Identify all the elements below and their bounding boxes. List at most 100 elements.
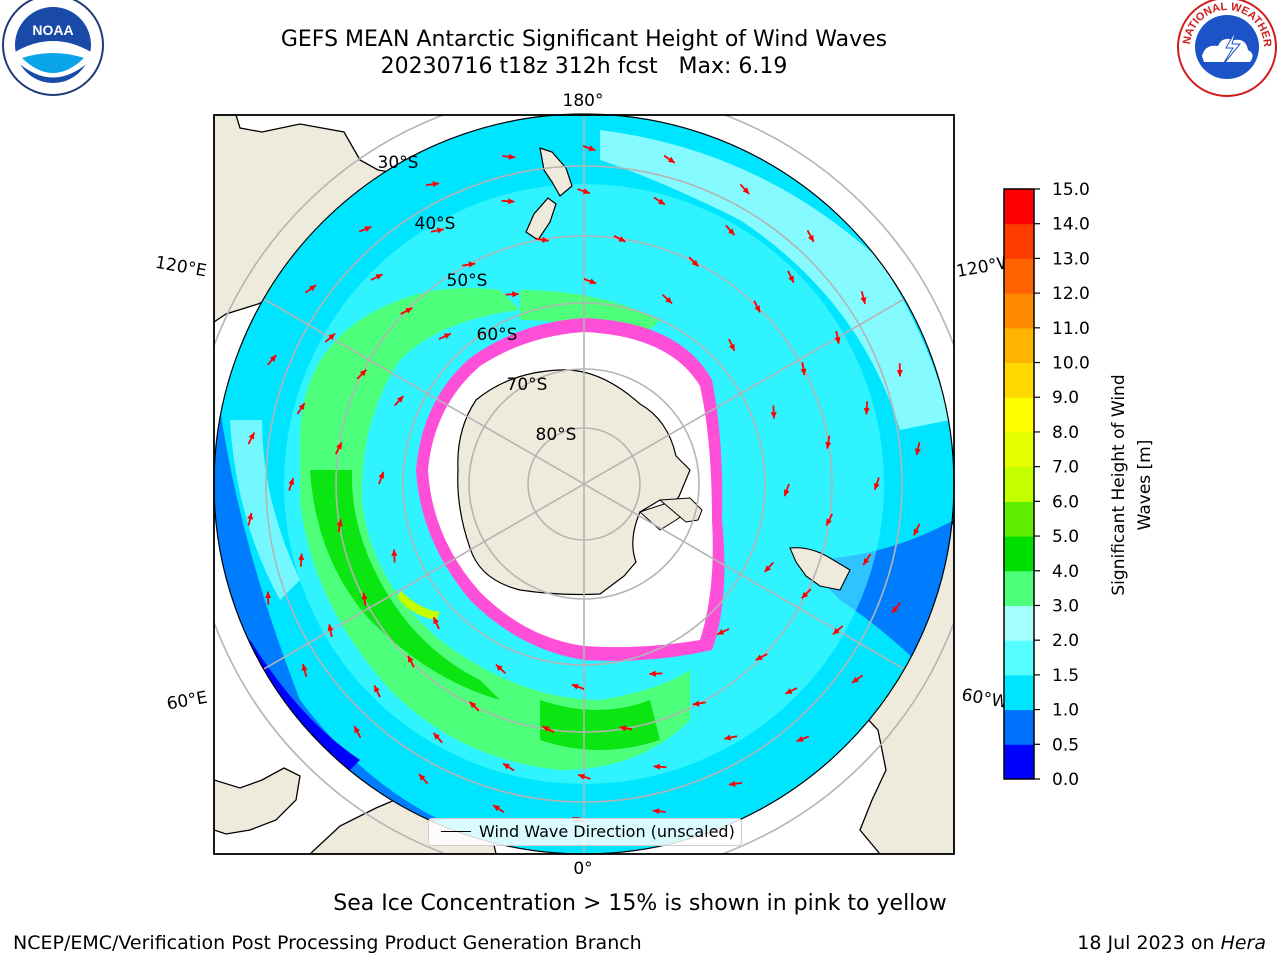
wind-arrow-head (328, 333, 336, 340)
wind-arrow-head (618, 236, 626, 242)
wind-arrow-head (801, 591, 809, 599)
wind-arrow-head (378, 471, 385, 479)
wind-arrow-head (826, 518, 832, 526)
lat-label-60s: 60°S (477, 325, 518, 345)
footer-date: 18 Jul 2023 on (1077, 932, 1221, 954)
wind-arrow-head (443, 333, 451, 339)
wind-arrow-head (665, 296, 673, 304)
colorbar-swatch (1004, 189, 1034, 225)
lat-label-50s: 50°S (447, 271, 488, 291)
africa-land (214, 767, 301, 835)
wind-arrow-head (512, 291, 519, 298)
wind-arrow-head (288, 478, 295, 486)
colorbar-tick-label: 13.0 (1052, 249, 1090, 269)
wind-arrow-head (361, 592, 368, 600)
wind-arrow-head (692, 700, 700, 707)
wind-arrow-head (588, 145, 596, 152)
wind-arrow-head (825, 441, 832, 449)
colorbar-swatch (1004, 744, 1034, 780)
chart-title-line2: 20230716 t18z 312h fcst Max: 6.19 (380, 54, 788, 79)
colorbar-tick-label: 9.0 (1052, 388, 1079, 408)
lat-label-70s: 70°S (507, 375, 548, 395)
colorbar-swatch (1004, 536, 1034, 572)
wind-arrow-head (667, 156, 675, 163)
wind-arrow-head (309, 285, 316, 292)
lat-label-40s: 40°S (415, 214, 456, 234)
colorbar-tick-label: 2.0 (1052, 631, 1079, 651)
colorbar-title-line1: Significant Height of Wind (1109, 374, 1129, 595)
wind-arrow-head (508, 153, 516, 160)
wind-arrow-head (724, 734, 732, 741)
wind-arrow-head (298, 553, 305, 561)
colorbar-tick-label: 0.5 (1052, 735, 1079, 755)
wind-arrow-head (863, 557, 870, 565)
colorbar-tick-label: 11.0 (1052, 319, 1090, 339)
wind-arrow-head (913, 528, 920, 536)
wind-arrow-head (269, 355, 277, 362)
wind-arrow-head (327, 624, 334, 632)
map-legend: Wind Wave Direction (unscaled) (428, 818, 742, 846)
wind-arrow-head (354, 726, 360, 734)
colorbar-tick-label: 1.5 (1052, 666, 1079, 686)
wind-arrow-head (914, 448, 921, 456)
colorbar-swatch (1004, 674, 1034, 711)
wind-arrow-head (619, 725, 627, 732)
wind-arrow-head (808, 234, 814, 242)
wind-arrow-head (691, 259, 699, 267)
wind-arrow-head (796, 736, 804, 742)
wind-arrow-head (783, 489, 790, 497)
wind-arrow-head (436, 227, 444, 234)
colorbar-swatch (1004, 431, 1034, 468)
wind-arrow-head (800, 368, 807, 376)
colorbar-tick-label: 4.0 (1052, 562, 1079, 582)
lon-label-60w: 60°W (960, 685, 1010, 713)
wind-arrow-head (728, 780, 736, 787)
wind-arrow-head (653, 763, 661, 770)
wind-arrow-head (717, 629, 725, 635)
wind-arrow-head (657, 198, 665, 205)
colorbar-swatch (1004, 709, 1034, 745)
wind-arrow-head (541, 236, 549, 243)
colorbar-swatch (1004, 258, 1034, 294)
colorbar-title-line2: Waves [m] (1135, 440, 1155, 531)
lat-label-30s: 30°S (378, 153, 419, 173)
legend-line-sample (441, 831, 471, 832)
wind-arrow-head (396, 395, 404, 403)
colorbar-swatch (1004, 223, 1034, 259)
wind-arrow-head (742, 187, 750, 194)
sea-ice-caption: Sea Ice Concentration > 15% is shown in … (333, 891, 947, 916)
colorbar-swatch (1004, 501, 1034, 537)
footer-host: Hera (1220, 932, 1266, 954)
wind-arrow-head (896, 370, 903, 377)
lon-label-60e: 60°E (165, 688, 209, 715)
wind-arrow-head (728, 228, 735, 236)
wind-arrow-head (764, 565, 772, 573)
map-frame (213, 114, 955, 855)
colorbar-tick-label: 1.0 (1052, 701, 1079, 721)
wind-arrow-head (375, 274, 383, 280)
svg-text:NATIONAL WEATHER SERVICE: NATIONAL WEATHER SERVICE (0, 0, 1273, 47)
wind-arrow-head (652, 808, 660, 815)
wind-arrow-head (418, 774, 426, 781)
lat-label-80s: 80°S (536, 425, 577, 445)
wind-arrow-head (433, 732, 440, 740)
lon-label-120e: 120°E (154, 253, 208, 282)
colorbar-tick-label: 7.0 (1052, 458, 1079, 478)
footer-left: NCEP/EMC/Verification Post Processing Pr… (13, 932, 642, 954)
wind-arrow-head (649, 670, 656, 677)
wind-arrow-head (863, 407, 870, 415)
wind-arrow-head (495, 664, 503, 672)
wind-arrow-head (336, 519, 343, 527)
wind-arrow-head (298, 403, 305, 411)
wind-arrow-head (571, 683, 579, 690)
wind-arrow-head (248, 432, 255, 440)
storm-belt (300, 288, 690, 770)
colorbar-swatch (1004, 640, 1034, 676)
noaa-logo: NOAA (2, 0, 104, 96)
wind-arrow-head (860, 297, 867, 304)
wind-arrow-head (359, 369, 367, 377)
colorbar-swatch (1004, 397, 1034, 433)
wind-arrow-head (432, 181, 440, 188)
lon-label-180: 180° (563, 91, 604, 111)
